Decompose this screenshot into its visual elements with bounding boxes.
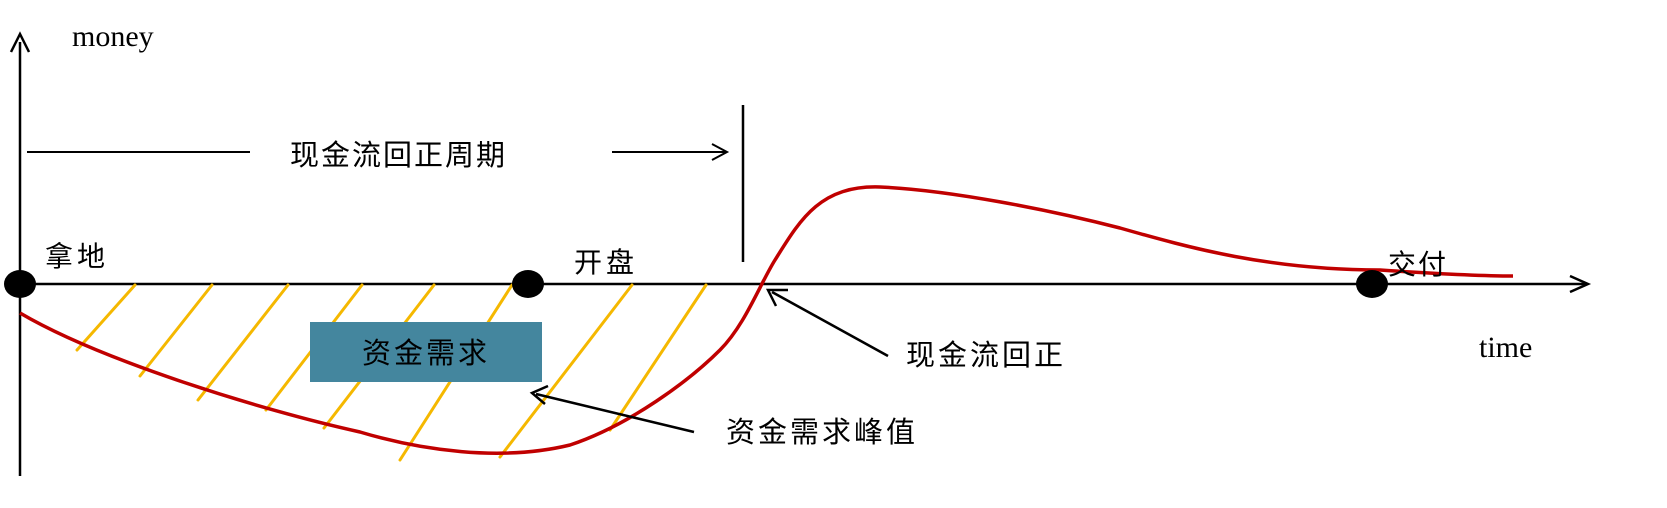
milestone-label-acquire: 拿地: [45, 240, 109, 273]
period-label: 现金流回正周期: [290, 138, 507, 172]
period-arrow-head: [711, 143, 730, 161]
milestone-dot-acquire: [4, 270, 36, 298]
capital-demand-box: [310, 322, 542, 382]
hatch-line: [75, 283, 137, 352]
peak-demand-arrow-head: [529, 384, 549, 405]
hatch-line: [196, 283, 290, 402]
hatch-line: [498, 283, 634, 459]
hatch-line: [608, 283, 708, 432]
cash-flow-curve: [19, 185, 1514, 455]
breakeven-label: 现金流回正: [906, 338, 1066, 372]
breakeven-arrow-head: [765, 288, 788, 307]
peak-demand-label: 资金需求峰值: [726, 415, 918, 449]
milestone-dot-open: [512, 270, 544, 298]
y-axis-arrow: [9, 31, 31, 53]
y-axis-label: money: [72, 20, 154, 53]
milestone-dot-delivery: [1356, 270, 1388, 298]
milestone-label-open: 开盘: [574, 246, 638, 279]
x-axis-arrow: [1569, 274, 1592, 294]
capital-demand-label: 资金需求: [362, 336, 490, 370]
hatch-line: [138, 283, 214, 378]
peak-demand-arrow: [535, 392, 695, 434]
x-axis-label: time: [1479, 331, 1532, 364]
breakeven-arrow: [771, 290, 889, 358]
milestone-label-delivery: 交付: [1388, 248, 1448, 281]
